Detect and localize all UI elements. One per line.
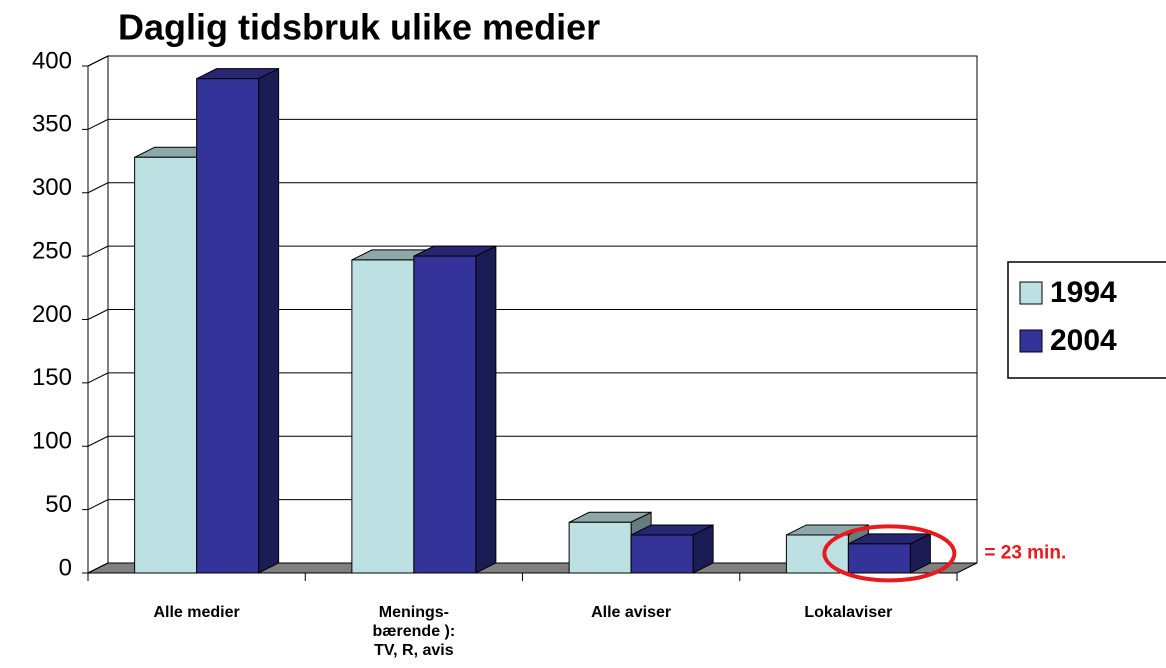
y-tick-label: 200 (32, 301, 72, 328)
grid-line-side (87, 55, 109, 67)
bar-front (630, 534, 694, 574)
highlight-ellipse (822, 524, 957, 583)
annotation: = 23 min. (984, 542, 1066, 563)
legend-label: 2004 (1050, 324, 1117, 357)
legend-swatch (1019, 281, 1043, 305)
grid-line-side (87, 118, 109, 130)
grid-line-side (87, 372, 109, 384)
bar (196, 67, 280, 574)
bar-front (196, 78, 260, 574)
y-tick-label: 150 (32, 364, 72, 391)
grid-line-side (87, 182, 109, 194)
bar-front (785, 534, 849, 574)
legend-box (1007, 261, 1166, 379)
x-tick-label: Alle aviser (591, 604, 672, 621)
grid-line-side (87, 245, 109, 257)
bar-side (475, 245, 497, 574)
x-tick-label: Alle medier (153, 604, 240, 621)
y-tick-label: 350 (32, 111, 72, 138)
bar-front (134, 156, 198, 574)
y-tick-label: 250 (32, 237, 72, 264)
y-tick-label: 100 (32, 428, 72, 455)
chart-title: Daglig tidsbruk ulike medier (118, 7, 600, 48)
bar-front (351, 259, 415, 574)
bar-side (258, 67, 280, 574)
x-tick-label: Menings- bærende ): TV, R, avis (372, 604, 456, 659)
y-tick-label: 0 (59, 554, 72, 581)
y-tick-label: 50 (45, 491, 72, 518)
legend-label: 1994 (1050, 276, 1117, 309)
y-tick-label: 400 (32, 47, 72, 74)
grid-line-side (87, 309, 109, 320)
bar (413, 245, 497, 574)
legend-swatch (1019, 329, 1043, 353)
bar-front (413, 255, 477, 574)
bar-front (847, 543, 911, 574)
bar (630, 524, 714, 574)
grid-line-side (87, 499, 109, 511)
grid-line-side (87, 435, 109, 447)
x-tick-label: Lokalaviser (804, 604, 893, 621)
bar-front (568, 521, 632, 574)
bar (847, 533, 931, 574)
y-tick-label: 300 (32, 174, 72, 201)
